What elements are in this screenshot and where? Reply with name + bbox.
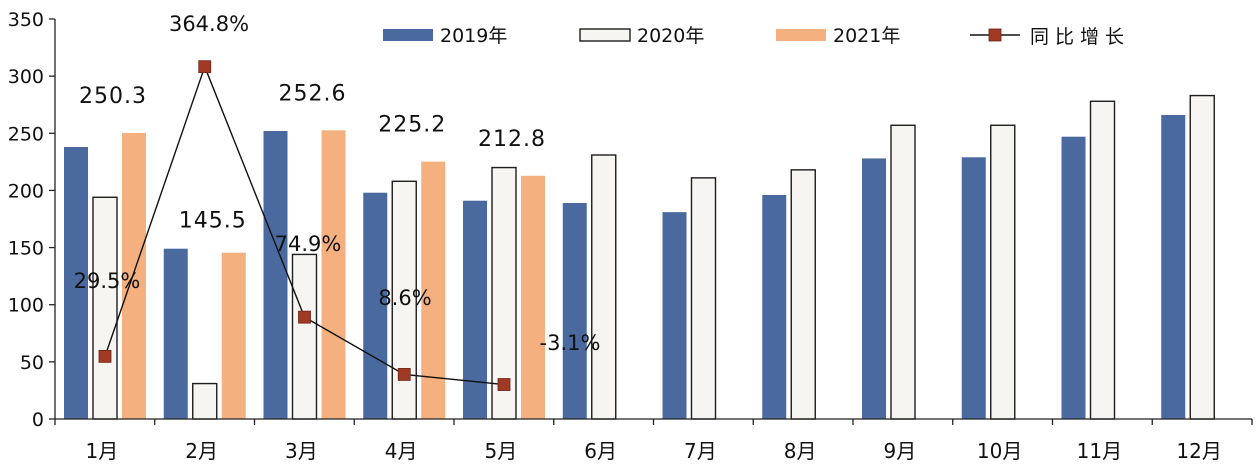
growth-marker-3月 bbox=[298, 310, 311, 324]
bar-2020年-8月 bbox=[790, 169, 816, 420]
y-tick-label: 350 bbox=[8, 9, 44, 31]
bar-2021年-1月 bbox=[122, 132, 146, 419]
bar-2019年-4月 bbox=[363, 192, 388, 419]
bars bbox=[64, 94, 1215, 420]
legend-label-2020年: 2020年 bbox=[637, 25, 704, 47]
x-axis-labels: 1月 2月 3月 4月 5月 6月 7月 8月 9月 10月 11月 12月 bbox=[86, 439, 1222, 463]
x-tick-label: 1月 bbox=[86, 439, 119, 463]
bar-2020年-9月 bbox=[890, 124, 916, 420]
y-tick-label: 50 bbox=[20, 352, 44, 374]
y-axis-ticks: 0 50 100 150 200 250 300 350 bbox=[8, 9, 55, 431]
growth-marker-1月 bbox=[98, 349, 112, 363]
x-tick-label: 12月 bbox=[1176, 439, 1221, 463]
y-tick-label: 250 bbox=[8, 123, 44, 145]
bar-2020年-11月 bbox=[1089, 100, 1116, 420]
axes bbox=[54, 19, 1253, 425]
y-tick-label: 0 bbox=[32, 409, 44, 431]
legend-swatch-2021年 bbox=[776, 29, 826, 41]
data-label-5月: 212.8 bbox=[478, 127, 546, 152]
growth-label-3月: 74.9% bbox=[275, 232, 342, 256]
x-tick-label: 3月 bbox=[285, 439, 318, 463]
bar-2020年-10月 bbox=[990, 124, 1016, 420]
bar-2019年-2月 bbox=[163, 248, 188, 419]
y-tick-label: 100 bbox=[8, 295, 44, 317]
x-tick-label: 11月 bbox=[1077, 439, 1122, 463]
growth-marker-2月 bbox=[198, 60, 212, 74]
bar-2019年-7月 bbox=[662, 212, 687, 419]
bar-2020年-5月 bbox=[491, 166, 517, 420]
data-label-3月: 252.6 bbox=[279, 81, 347, 106]
growth-line-series: 29.5% 364.8% 74.9% 8.6% -3.1% bbox=[74, 12, 601, 391]
x-tick-label: 8月 bbox=[784, 439, 817, 463]
bar-2019年-11月 bbox=[1061, 136, 1086, 419]
data-labels: 250.3 145.5 252.6 225.2 212.8 bbox=[79, 81, 546, 234]
bar-2020年-3月 bbox=[291, 253, 318, 420]
bar-2019年-1月 bbox=[64, 147, 88, 419]
x-tick-label: 5月 bbox=[485, 439, 518, 463]
legend-label-growth: 同比增长 bbox=[1030, 26, 1130, 48]
x-tick-label: 6月 bbox=[584, 439, 617, 463]
legend-label-2019年: 2019年 bbox=[440, 25, 507, 47]
bar-2021年-2月 bbox=[221, 252, 246, 419]
growth-label-4月: 8.6% bbox=[378, 286, 431, 310]
data-label-2月: 145.5 bbox=[179, 209, 247, 234]
y-tick-label: 200 bbox=[8, 180, 44, 202]
y-tick-label: 150 bbox=[8, 238, 44, 260]
y-tick-label: 300 bbox=[8, 66, 44, 88]
legend-marker-growth bbox=[988, 28, 1002, 42]
bar-2019年-3月 bbox=[263, 131, 288, 419]
bar-2019年-5月 bbox=[463, 200, 487, 419]
bar-2020年-6月 bbox=[591, 154, 617, 420]
bar-2019年-12月 bbox=[1161, 115, 1186, 419]
growth-label-1月: 29.5% bbox=[74, 269, 141, 293]
data-label-1月: 250.3 bbox=[79, 84, 147, 109]
x-tick-label: 2月 bbox=[185, 439, 218, 463]
legend-label-2021年: 2021年 bbox=[833, 25, 900, 47]
bar-2020年-2月 bbox=[192, 382, 218, 420]
bar-2021年-3月 bbox=[321, 130, 346, 420]
bar-2020年-7月 bbox=[690, 177, 717, 420]
bar-2019年-6月 bbox=[562, 203, 587, 419]
growth-marker-4月 bbox=[397, 368, 411, 381]
bar-2020年-12月 bbox=[1189, 94, 1215, 420]
bar-2019年-10月 bbox=[961, 157, 986, 420]
legend: 2019年 2020年 2021年 同比增长 bbox=[383, 25, 1130, 48]
bar-2019年-9月 bbox=[862, 158, 886, 419]
bar-2020年-1月 bbox=[92, 196, 118, 420]
legend-swatch-2020年 bbox=[579, 28, 631, 42]
data-label-4月: 225.2 bbox=[378, 113, 446, 138]
x-tick-label: 7月 bbox=[684, 439, 717, 463]
x-tick-label: 10月 bbox=[977, 439, 1022, 463]
x-tick-label: 9月 bbox=[884, 439, 917, 463]
growth-label-2月: 364.8% bbox=[169, 12, 249, 36]
bar-2021年-5月 bbox=[521, 175, 545, 419]
legend-swatch-2019年 bbox=[383, 29, 433, 41]
bar-2019年-8月 bbox=[762, 195, 787, 419]
x-tick-label: 4月 bbox=[385, 439, 418, 463]
growth-label-5月: -3.1% bbox=[540, 331, 601, 355]
growth-marker-5月 bbox=[497, 378, 511, 391]
